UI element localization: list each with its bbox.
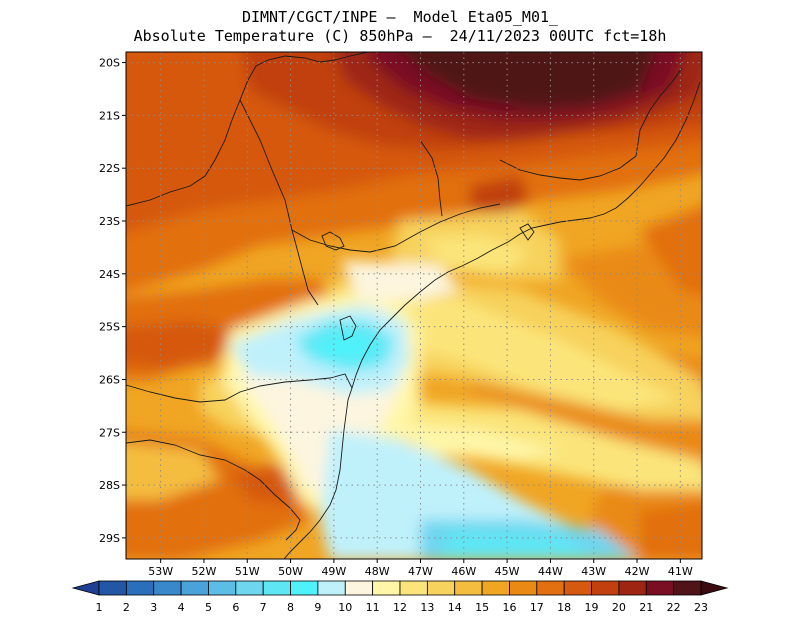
lon-label: 46W — [451, 565, 476, 578]
colorbar-label: 3 — [150, 601, 157, 614]
colorbar-label: 4 — [178, 601, 185, 614]
colorbar-label: 1 — [96, 601, 103, 614]
colorbar-label: 11 — [366, 601, 380, 614]
lon-label: 47W — [408, 565, 433, 578]
lon-label: 49W — [321, 565, 346, 578]
lat-label: 28S — [99, 479, 120, 492]
colorbar-label: 19 — [585, 601, 599, 614]
lat-label: 23S — [99, 215, 120, 228]
colorbar-label: 13 — [420, 601, 434, 614]
colorbar-swatch — [344, 580, 374, 596]
lon-label: 50W — [278, 565, 303, 578]
colorbar-label: 18 — [557, 601, 571, 614]
colorbar-label: 23 — [694, 601, 708, 614]
colorbar-swatch — [645, 580, 675, 596]
map-title-line1: DIMNT/CGCT/INPE – Model Eta05_M01_ — [241, 8, 559, 26]
map-title-line2: Absolute Temperature (C) 850hPa – 24/11/… — [133, 27, 667, 45]
colorbar-label: 21 — [639, 601, 653, 614]
colorbar-label: 10 — [338, 601, 352, 614]
lon-label: 53W — [148, 565, 173, 578]
lon-axis-labels: 53W 52W 51W 50W 49W 48W 47W 46W 45W 44W 43W 42W 41W — [148, 559, 693, 578]
colorbar-swatch — [399, 580, 428, 596]
lat-label: 21S — [99, 109, 120, 122]
lon-label: 48W — [365, 565, 390, 578]
colorbar-swatch — [317, 580, 346, 596]
colorbar-label: 8 — [287, 601, 294, 614]
colorbar-swatch — [426, 580, 456, 596]
lat-label: 26S — [99, 373, 120, 386]
colorbar-label: 6 — [232, 601, 239, 614]
colorbar-swatch — [673, 580, 702, 596]
colorbar-label: 16 — [502, 601, 516, 614]
colorbar-swatch — [208, 580, 237, 596]
colorbar-swatch — [153, 580, 182, 596]
colorbar — [71, 580, 729, 596]
colorbar-label: 15 — [475, 601, 489, 614]
lat-label: 27S — [99, 426, 120, 439]
colorbar-swatch — [563, 580, 592, 596]
colorbar-label: 17 — [530, 601, 544, 614]
lat-lon-gridlines — [126, 52, 702, 559]
colorbar-label: 7 — [260, 601, 267, 614]
colorbar-swatch — [591, 580, 620, 596]
lat-label: 25S — [99, 321, 120, 334]
temperature-field — [126, 52, 702, 559]
lon-label: 44W — [538, 565, 563, 578]
map-frame — [125, 51, 703, 560]
lon-label: 52W — [192, 565, 217, 578]
colorbar-label: 20 — [612, 601, 626, 614]
colorbar-label: 14 — [448, 601, 462, 614]
lon-label: 51W — [235, 565, 260, 578]
colorbar-label: 2 — [123, 601, 130, 614]
colorbar-swatch — [180, 580, 209, 596]
colorbar-label: 5 — [205, 601, 212, 614]
lat-label: 24S — [99, 268, 120, 281]
colorbar-swatch — [481, 580, 510, 596]
colorbar-swatch — [290, 580, 319, 596]
colorbar-label: 22 — [667, 601, 681, 614]
lat-label: 22S — [99, 162, 120, 175]
colorbar-swatch — [98, 580, 127, 596]
lat-label: 29S — [99, 532, 120, 545]
lon-label: 41W — [668, 565, 693, 578]
colorbar-max-triangle — [700, 580, 729, 596]
colorbar-swatch — [372, 580, 401, 596]
colorbar-min-triangle — [71, 580, 100, 596]
colorbar-swatch — [618, 580, 647, 596]
coastline-and-borders — [126, 52, 701, 559]
lon-label: 45W — [495, 565, 520, 578]
lon-label: 42W — [625, 565, 650, 578]
colorbar-label: 12 — [393, 601, 407, 614]
colorbar-swatch — [536, 580, 565, 596]
lon-label: 43W — [581, 565, 606, 578]
colorbar-labels: 1 2 3 4 5 6 7 8 9 10 11 12 13 14 15 16 17 18 19 20 21 22 23 — [96, 601, 709, 614]
colorbar-swatch — [262, 580, 291, 596]
colorbar-label: 9 — [314, 601, 321, 614]
colorbar-swatch — [235, 580, 264, 596]
lat-axis-labels: 20S 21S 22S 23S 24S 25S 26S 27S 28S 29S — [99, 57, 126, 545]
colorbar-swatch — [509, 580, 538, 596]
colorbar-swatch — [454, 580, 483, 596]
lat-label: 20S — [99, 57, 120, 70]
colorbar-swatch — [125, 580, 155, 596]
